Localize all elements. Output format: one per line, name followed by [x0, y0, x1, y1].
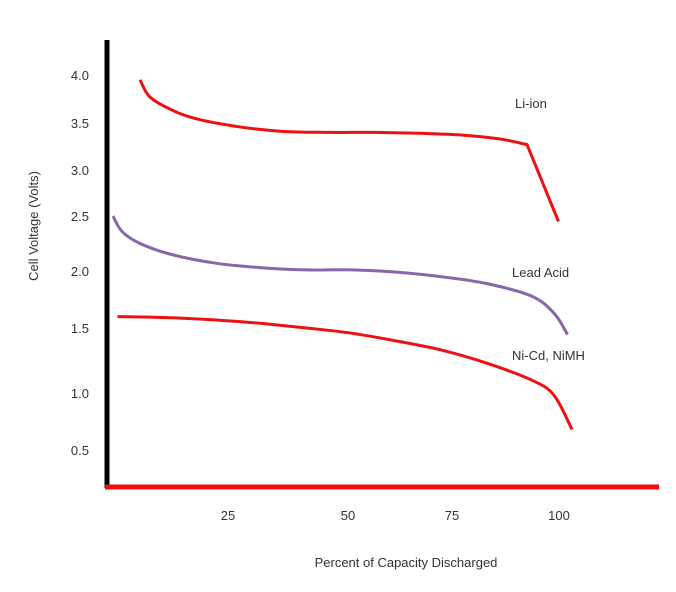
y-tick-label: 4.0 — [71, 68, 89, 83]
x-tick-label: 100 — [548, 508, 570, 523]
series-line-nicd-nimh — [117, 315, 574, 431]
y-tick-label: 3.5 — [71, 116, 89, 131]
series-label-lead-acid: Lead Acid — [512, 265, 569, 280]
x-tick-labels: 25 50 75 100 — [221, 508, 570, 523]
y-tick-label: 2.0 — [71, 264, 89, 279]
series-line-lead-acid — [111, 215, 569, 336]
series-labels: Li-ion Lead Acid Ni-Cd, NiMH — [512, 96, 585, 363]
x-tick-label: 75 — [445, 508, 459, 523]
series-line-li-ion — [138, 79, 560, 223]
x-tick-label: 50 — [341, 508, 355, 523]
y-tick-label: 1.5 — [71, 321, 89, 336]
y-tick-label: 2.5 — [71, 209, 89, 224]
y-tick-label: 0.5 — [71, 443, 89, 458]
series-label-nicd-nimh: Ni-Cd, NiMH — [512, 348, 585, 363]
x-tick-label: 25 — [221, 508, 235, 523]
series-lines — [111, 79, 574, 431]
y-tick-label: 1.0 — [71, 386, 89, 401]
y-tick-label: 3.0 — [71, 163, 89, 178]
y-axis-title: Cell Voltage (Volts) — [26, 171, 41, 281]
y-tick-labels: 4.0 3.5 3.0 2.5 2.0 1.5 1.0 0.5 — [71, 68, 89, 458]
x-axis-title: Percent of Capacity Discharged — [315, 555, 498, 570]
series-label-li-ion: Li-ion — [515, 96, 547, 111]
